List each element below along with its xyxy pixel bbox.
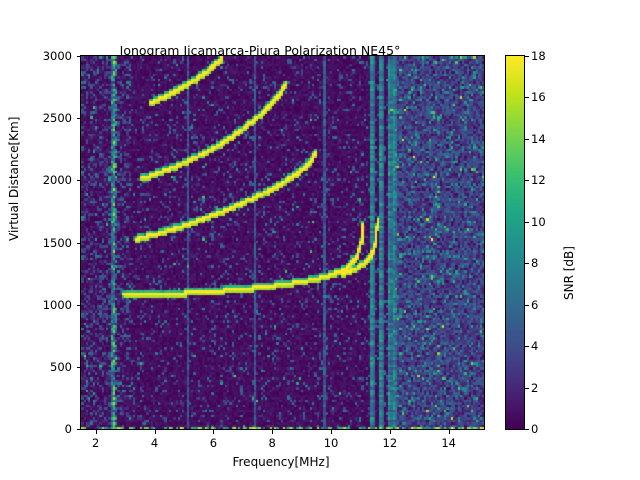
y-tick-label: 500 xyxy=(50,359,72,374)
colorbar-tick-label: 4 xyxy=(531,339,539,354)
x-tick-mark xyxy=(272,430,274,434)
colorbar-tick-label: 16 xyxy=(531,90,546,105)
colorbar-tick-label: 6 xyxy=(531,297,539,312)
colorbar-tick-mark xyxy=(525,138,529,140)
x-tick-label: 8 xyxy=(268,436,276,450)
x-tick-mark xyxy=(154,430,156,434)
x-tick-label: 6 xyxy=(209,436,218,450)
x-tick-label: 2 xyxy=(92,436,100,450)
y-tick-mark xyxy=(76,180,80,182)
y-tick-mark xyxy=(76,304,80,306)
y-tick-label: 2000 xyxy=(42,173,72,188)
y-tick-label: 1500 xyxy=(42,235,72,250)
colorbar-tick-label: 14 xyxy=(531,131,546,146)
colorbar-tick-label: 12 xyxy=(531,173,546,188)
colorbar-tick-label: 2 xyxy=(531,380,539,395)
x-tick-label: 12 xyxy=(382,436,398,450)
colorbar-tick-mark xyxy=(525,387,529,389)
x-axis-label: Frequency[MHz] xyxy=(232,455,330,469)
ionogram-heatmap-canvas xyxy=(81,56,484,429)
y-tick-mark xyxy=(76,118,80,120)
colorbar-tick-label: 0 xyxy=(531,422,539,436)
colorbar-tick-mark xyxy=(525,180,529,182)
x-tick-label: 4 xyxy=(150,436,159,450)
x-tick-label: 10 xyxy=(323,436,339,450)
colorbar-gradient-canvas xyxy=(506,56,524,429)
y-tick-label: 2500 xyxy=(42,111,72,126)
colorbar-tick-mark xyxy=(525,56,529,57)
x-tick-mark xyxy=(331,430,333,434)
colorbar-tick-mark xyxy=(525,263,529,265)
colorbar-tick-label: 18 xyxy=(531,49,546,63)
colorbar xyxy=(505,55,525,430)
y-tick-mark xyxy=(76,429,80,430)
colorbar-tick-mark xyxy=(525,221,529,223)
x-tick-mark xyxy=(448,430,450,434)
x-tick-mark xyxy=(213,430,215,434)
colorbar-tick-mark xyxy=(525,346,529,348)
colorbar-tick-mark xyxy=(525,97,529,99)
chart-title-line-1: Ionogram Jicamarca-Piura Polarization NE… xyxy=(119,43,401,59)
x-tick-label: 14 xyxy=(441,436,457,450)
y-tick-label: 1000 xyxy=(42,297,72,312)
colorbar-tick-label: 10 xyxy=(531,214,546,229)
y-tick-mark xyxy=(76,56,80,57)
y-tick-mark xyxy=(76,366,80,368)
x-tick-mark xyxy=(389,430,391,434)
colorbar-tick-label: 8 xyxy=(531,256,539,271)
y-tick-label: 3000 xyxy=(42,49,72,63)
y-tick-label: 0 xyxy=(64,422,72,436)
x-tick-mark xyxy=(95,430,97,434)
y-tick-mark xyxy=(76,242,80,244)
ionogram-plot-area xyxy=(80,55,485,430)
colorbar-label: SNR [dB] xyxy=(562,246,576,300)
colorbar-tick-mark xyxy=(525,304,529,306)
colorbar-tick-mark xyxy=(525,429,529,430)
